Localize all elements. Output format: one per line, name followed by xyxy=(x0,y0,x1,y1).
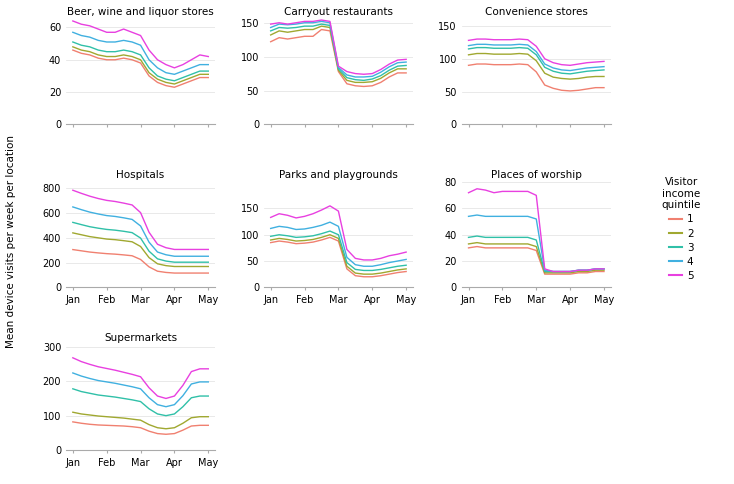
Title: Convenience stores: Convenience stores xyxy=(485,7,588,17)
Title: Carryout restaurants: Carryout restaurants xyxy=(284,7,393,17)
Legend: 1, 2, 3, 4, 5: 1, 2, 3, 4, 5 xyxy=(658,173,705,285)
Title: Hospitals: Hospitals xyxy=(117,170,164,180)
Title: Supermarkets: Supermarkets xyxy=(104,333,177,343)
Title: Places of worship: Places of worship xyxy=(491,170,582,180)
Text: Mean device visits per week per location: Mean device visits per week per location xyxy=(6,136,16,348)
Title: Beer, wine and liquor stores: Beer, wine and liquor stores xyxy=(68,7,214,17)
Title: Parks and playgrounds: Parks and playgrounds xyxy=(279,170,398,180)
